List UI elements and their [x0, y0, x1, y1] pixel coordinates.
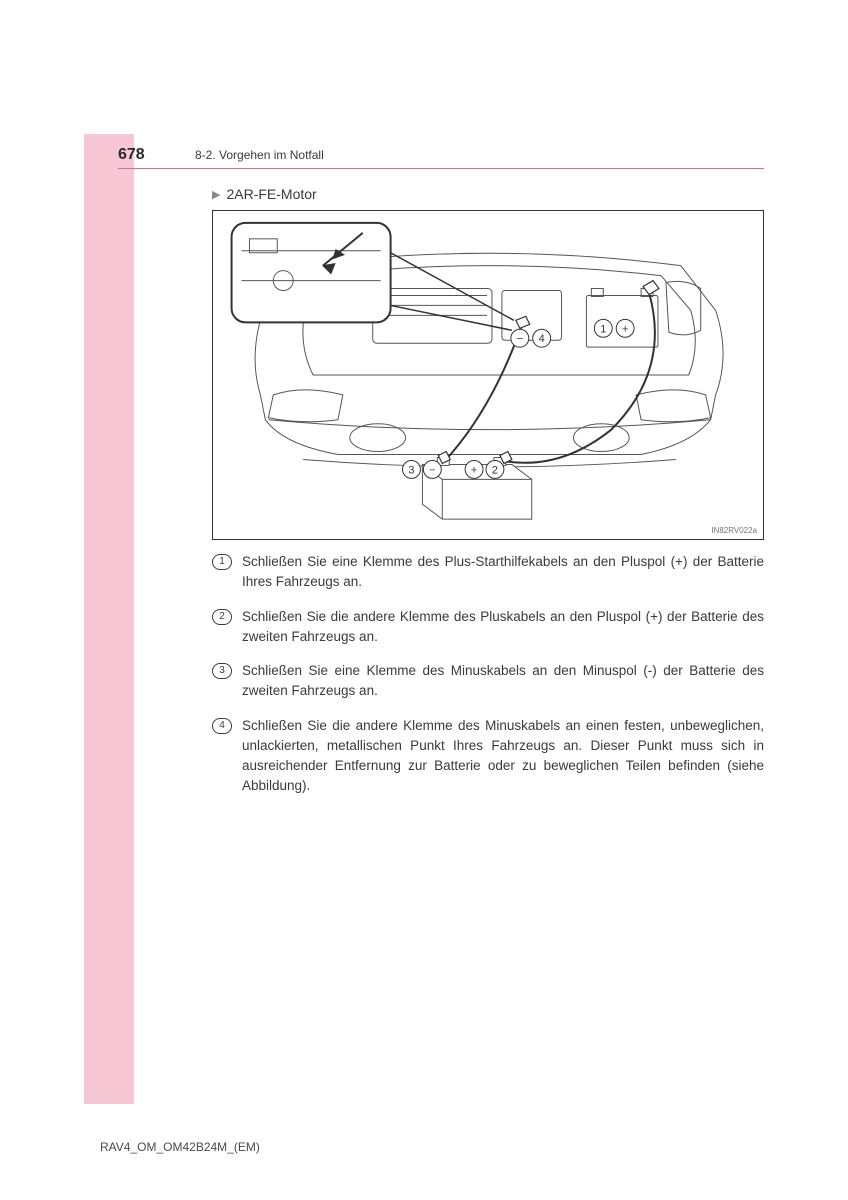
page-number: 678	[118, 146, 145, 164]
instruction-item: 1 Schließen Sie eine Klemme des Plus-Sta…	[212, 552, 764, 593]
instruction-item: 4 Schließen Sie die andere Klemme des Mi…	[212, 716, 764, 797]
callout-4: 4	[539, 333, 545, 345]
callout-1: 1	[600, 323, 606, 335]
subtitle-text: 2AR-FE-Motor	[226, 186, 316, 202]
instructions-list: 1 Schließen Sie eine Klemme des Plus-Sta…	[212, 552, 764, 811]
image-code: IN82RV022a	[711, 526, 757, 535]
header-rule	[118, 168, 764, 169]
triangle-icon: ▶	[212, 188, 220, 201]
engine-diagram: − 4 1 + 3 − + 2	[212, 210, 764, 540]
instruction-item: 2 Schließen Sie die andere Klemme des Pl…	[212, 607, 764, 648]
sidebar-tab	[84, 134, 134, 1104]
section-header: 8-2. Vorgehen im Notfall	[195, 148, 324, 162]
sign-minus: −	[517, 333, 523, 345]
step-text: Schließen Sie eine Klemme des Plus-Start…	[242, 552, 764, 593]
footer-document-code: RAV4_OM_OM42B24M_(EM)	[100, 1140, 260, 1154]
step-number-badge: 2	[212, 609, 232, 625]
sign-plus: +	[622, 323, 628, 335]
step-text: Schließen Sie die andere Klemme des Minu…	[242, 716, 764, 797]
sign-minus-2: −	[429, 464, 435, 476]
callout-2: 2	[492, 464, 498, 476]
callout-3: 3	[408, 464, 414, 476]
step-number-badge: 3	[212, 663, 232, 679]
step-number-badge: 1	[212, 554, 232, 570]
diagram-svg: − 4 1 + 3 − + 2	[213, 211, 763, 539]
sign-plus-2: +	[471, 464, 477, 476]
instruction-item: 3 Schließen Sie eine Klemme des Minuskab…	[212, 661, 764, 702]
engine-subtitle: ▶ 2AR-FE-Motor	[212, 186, 317, 202]
step-number-badge: 4	[212, 718, 232, 734]
step-text: Schließen Sie die andere Klemme des Plus…	[242, 607, 764, 648]
step-text: Schließen Sie eine Klemme des Minuskabel…	[242, 661, 764, 702]
